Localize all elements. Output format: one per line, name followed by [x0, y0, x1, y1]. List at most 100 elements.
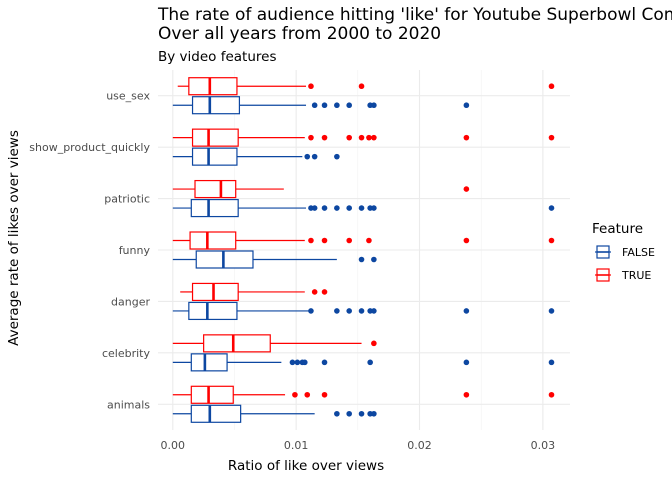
outlier-point	[371, 308, 377, 314]
outlier-point	[321, 102, 328, 109]
outlier-point	[289, 359, 296, 366]
chart-title-line-2: Over all years from 2000 to 2020	[158, 24, 441, 44]
outlier-point	[346, 237, 352, 244]
y-tick-label: patriotic	[104, 193, 150, 206]
box-show_product_quickly-false	[172, 147, 340, 166]
y-tick-label: use_sex	[106, 90, 150, 103]
outlier-point	[366, 237, 372, 244]
outlier-point	[294, 359, 301, 366]
box-use_sex-true	[177, 77, 555, 96]
box-iqr	[189, 231, 237, 250]
outlier-point	[334, 308, 340, 314]
legend-key-false	[595, 245, 611, 259]
outlier-point	[463, 237, 470, 244]
outlier-point	[346, 410, 352, 417]
x-axis-title: Ratio of like over views	[228, 458, 384, 474]
outlier-point	[358, 205, 365, 211]
axis-labels: animals celebrity danger funny patriotic show…	[29, 90, 555, 452]
outlier-point	[292, 391, 298, 398]
box-iqr	[191, 128, 239, 147]
y-tick-label: funny	[119, 244, 151, 257]
legend-label: FALSE	[622, 246, 655, 259]
y-axis-title: Average rate of likes over views	[6, 130, 22, 346]
outlier-point	[311, 205, 318, 211]
boxplot-marks	[172, 77, 555, 423]
outlier-point	[311, 153, 318, 160]
x-tick-label: 0.01	[284, 439, 309, 452]
box-patriotic-true	[172, 179, 470, 199]
box-danger-false	[172, 301, 555, 321]
outlier-point	[358, 256, 365, 263]
outlier-point	[548, 83, 555, 90]
outlier-point	[308, 237, 314, 244]
box-animals-true	[172, 385, 555, 404]
outlier-point	[321, 237, 328, 244]
legend-key-true	[595, 268, 611, 282]
outlier-point	[308, 83, 314, 90]
box-iqr	[194, 179, 237, 199]
box-iqr	[190, 404, 242, 423]
box-patriotic-false	[172, 198, 555, 218]
outlier-point	[358, 410, 365, 417]
outlier-point	[463, 186, 470, 192]
outlier-point	[463, 308, 470, 314]
y-tick-label: show_product_quickly	[29, 141, 150, 154]
outlier-point	[548, 308, 555, 314]
box-funny-true	[172, 231, 555, 250]
outlier-point	[321, 134, 328, 141]
chart-subtitle: By video features	[158, 49, 276, 65]
box-celebrity-false	[172, 353, 555, 372]
outlier-point	[367, 359, 373, 366]
box-iqr	[188, 301, 238, 321]
outlier-point	[334, 205, 340, 211]
box-funny-false	[172, 250, 377, 269]
box-iqr	[191, 96, 241, 115]
outlier-point	[311, 102, 318, 109]
outlier-point	[358, 83, 365, 90]
legend-label: TRUE	[621, 269, 651, 282]
outlier-point	[358, 134, 365, 141]
box-animals-false	[172, 404, 377, 423]
outlier-point	[371, 102, 377, 109]
outlier-point	[371, 205, 377, 211]
outlier-point	[371, 410, 377, 417]
box-iqr	[190, 385, 234, 404]
y-tick-label: danger	[111, 295, 150, 308]
outlier-point	[334, 410, 340, 417]
chart-title-line-1: The rate of audience hitting 'like' for …	[157, 5, 672, 25]
outlier-point	[346, 205, 352, 211]
outlier-point	[346, 102, 352, 109]
box-iqr	[190, 353, 228, 372]
x-tick-label: 0.03	[531, 439, 556, 452]
legend: Feature FALSE TRUE	[592, 221, 655, 282]
outlier-point	[321, 391, 328, 398]
outlier-point	[463, 359, 470, 366]
box-iqr	[190, 198, 239, 218]
y-tick-label: animals	[107, 398, 150, 411]
outlier-point	[308, 134, 314, 141]
outlier-point	[463, 102, 470, 109]
box-danger-true	[180, 282, 328, 302]
outlier-point	[334, 102, 340, 109]
legend-title: Feature	[592, 221, 643, 237]
box-celebrity-true	[172, 334, 377, 353]
outlier-point	[371, 256, 377, 263]
outlier-point	[371, 134, 377, 141]
outlier-point	[304, 153, 311, 160]
box-iqr	[191, 282, 239, 302]
box-iqr	[191, 147, 238, 166]
outlier-point	[301, 359, 308, 366]
outlier-point	[548, 359, 555, 366]
x-tick-label: 0.00	[161, 439, 186, 452]
box-use_sex-false	[172, 96, 470, 115]
outlier-point	[311, 289, 318, 295]
outlier-point	[358, 308, 365, 314]
outlier-point	[366, 134, 372, 141]
outlier-point	[371, 340, 377, 347]
outlier-point	[308, 308, 314, 314]
outlier-point	[304, 391, 311, 398]
outlier-point	[346, 134, 352, 141]
outlier-point	[548, 205, 555, 211]
outlier-point	[548, 134, 555, 141]
